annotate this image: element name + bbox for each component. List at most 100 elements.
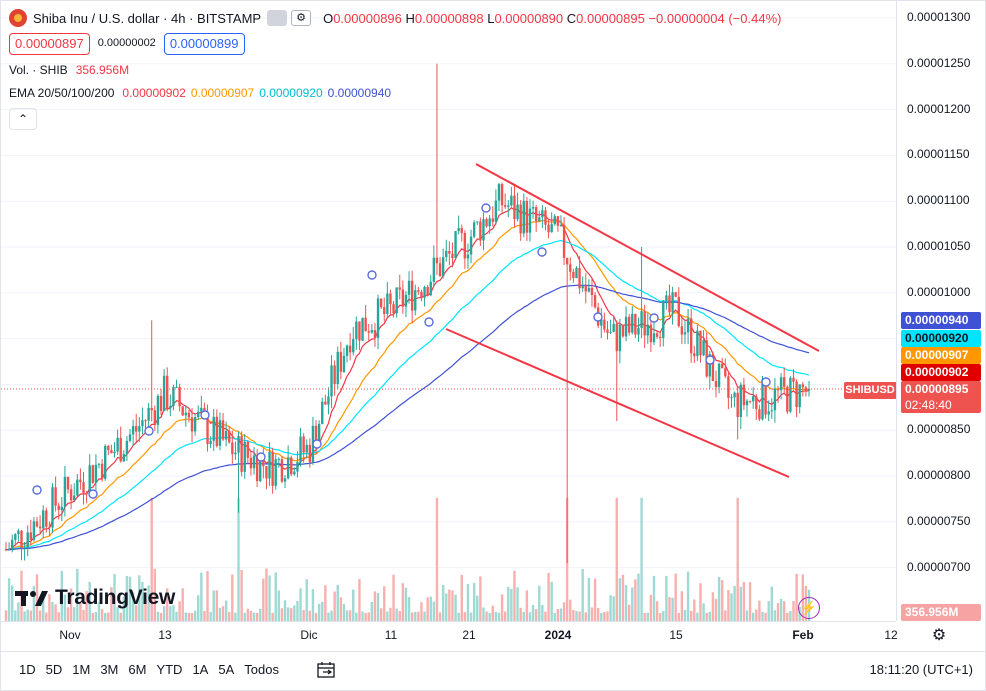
bid-button[interactable]: 0.00000897	[9, 33, 90, 55]
candle-body	[476, 221, 479, 223]
volume-bar	[265, 568, 268, 621]
calendar-range-icon[interactable]	[316, 660, 338, 680]
volume-bar	[373, 591, 377, 621]
price-axis[interactable]: 0.00001300 0.00001250 0.00001200 0.00001150…	[896, 1, 985, 621]
candle-body	[144, 420, 147, 422]
event-marker-icon	[593, 312, 603, 322]
candle-body	[739, 384, 742, 417]
volume-bar	[562, 602, 566, 621]
candle-body	[228, 431, 231, 443]
volume-bar	[153, 568, 157, 621]
candle-body	[454, 231, 457, 259]
volume-bar	[11, 585, 14, 621]
settings-icon[interactable]: ⚙	[291, 10, 312, 26]
volume-bar	[314, 612, 318, 621]
candle-body	[85, 493, 88, 495]
candle-body	[733, 392, 736, 398]
range-5a[interactable]: 5A	[218, 662, 235, 677]
candle-body	[423, 286, 426, 298]
volume-bar	[522, 611, 525, 621]
volume-bar	[646, 612, 649, 621]
candle-body	[782, 377, 786, 387]
volume-bar	[770, 586, 773, 621]
candle-body	[73, 495, 76, 501]
shiba-logo-icon	[9, 9, 27, 27]
candle-body	[751, 396, 755, 402]
candle-body	[358, 321, 361, 341]
hide-icon[interactable]	[267, 10, 288, 26]
volume-bar	[389, 607, 392, 621]
price-tick-label: 0.00000700	[907, 559, 971, 574]
candle-body	[798, 384, 801, 408]
candle-body	[469, 236, 473, 255]
range-1d[interactable]: 1D	[19, 662, 36, 677]
candle-body	[575, 268, 578, 279]
gear-icon[interactable]: ⚙	[931, 627, 947, 644]
candle-body	[708, 354, 711, 377]
candle-body	[603, 319, 606, 330]
volume-bar	[606, 611, 609, 621]
range-todos[interactable]: Todos	[244, 662, 279, 677]
candle-body	[572, 271, 575, 279]
change-value: −0.00000004 (−0.44%)	[648, 10, 782, 26]
time-axis[interactable]: Nov13Dic1121202415Feb1212	[1, 621, 898, 649]
range-ytd[interactable]: YTD	[156, 662, 183, 677]
range-1a[interactable]: 1A	[192, 662, 209, 677]
candle-body	[547, 224, 550, 233]
volume-bar	[224, 600, 228, 621]
volume-bar	[293, 605, 296, 621]
volume-bar	[621, 574, 625, 621]
volume-bar	[305, 579, 308, 621]
candle-body	[17, 530, 20, 535]
candle-body	[451, 253, 454, 259]
chart-plot-area[interactable]	[1, 1, 896, 621]
volume-bar	[758, 600, 761, 621]
candle-body	[348, 345, 352, 353]
candle-body	[32, 521, 36, 540]
volume-bar	[782, 601, 786, 621]
volume-bar	[761, 611, 764, 621]
volume-bar	[733, 585, 736, 621]
candle-body	[218, 420, 222, 446]
volume-bar	[466, 584, 470, 621]
volume-bar	[482, 607, 485, 621]
clock-timezone[interactable]: 18:11:20 (UTC+1)	[869, 662, 973, 677]
candle-body	[4, 549, 8, 551]
ask-button[interactable]: 0.00000899	[163, 33, 245, 55]
volume-bar	[689, 610, 693, 621]
candle-body	[240, 435, 243, 472]
volume-bar	[600, 612, 603, 621]
candle-body	[671, 292, 674, 313]
candle-body	[624, 316, 628, 337]
candle-body	[764, 379, 767, 415]
symbol-title[interactable]: Shiba Inu / U.S. dollar · 4h · BITSTAMP	[9, 9, 261, 27]
range-6m[interactable]: 6M	[128, 662, 147, 677]
candle-body	[20, 530, 23, 549]
volume-bar	[169, 605, 172, 621]
volume-bar	[469, 612, 473, 621]
volume-bar	[355, 612, 358, 621]
range-1m[interactable]: 1M	[72, 662, 91, 677]
price-tick-label: 0.00000800	[907, 468, 971, 482]
volume-bar	[773, 610, 777, 621]
candle-body	[795, 381, 798, 408]
volume-bar	[426, 597, 429, 621]
price-chart[interactable]	[1, 1, 896, 621]
event-marker-icon	[649, 313, 659, 323]
range-3m[interactable]: 3M	[100, 662, 119, 677]
candle-body	[724, 368, 727, 377]
volume-bar	[683, 609, 687, 621]
volume-bar	[460, 574, 463, 621]
chart-legend: Shiba Inu / U.S. dollar · 4h · BITSTAMP …	[9, 9, 781, 130]
range-5d[interactable]: 5D	[45, 662, 63, 677]
lightning-icon[interactable]: ⚡	[798, 597, 820, 619]
chevron-up-icon[interactable]: ⌃	[9, 108, 37, 130]
volume-bar	[575, 610, 578, 621]
volume-bar	[541, 604, 544, 621]
ema200-price-label: 0.00000940	[901, 312, 981, 329]
candle-body	[621, 325, 625, 337]
candle-body	[658, 336, 662, 338]
bar-countdown: 02:48:40	[905, 398, 952, 412]
price-tick-label: 0.00001300	[907, 10, 971, 24]
candle-body	[364, 317, 367, 332]
